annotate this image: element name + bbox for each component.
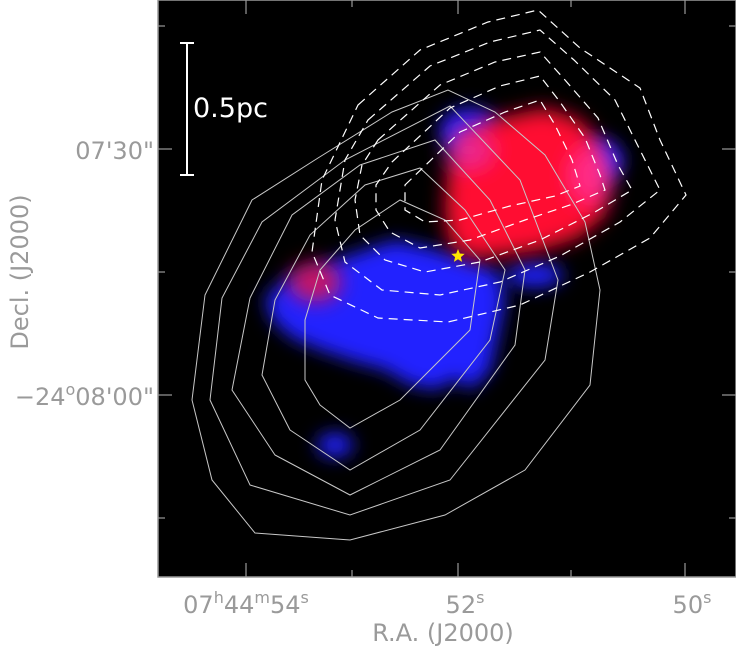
x-tick-label-2: 50s — [673, 588, 712, 619]
x-tick-label-2-part-1: s — [703, 588, 711, 607]
x-tick-label-0-part-0: 07 — [183, 591, 214, 619]
x-tick-label-2-part-0: 50 — [673, 591, 704, 619]
solid-contours — [191, 89, 601, 541]
y-tick-label-0: 07'30" — [75, 137, 154, 165]
x-tick-label-1-part-0: 52 — [446, 591, 477, 619]
y-tick-label-1-deg: −24 — [15, 383, 66, 411]
x-tick-label-0-part-3: m — [254, 588, 270, 607]
axis-ticks — [158, 0, 736, 577]
y-tick-label-1-rest: 08'00" — [75, 383, 154, 411]
x-tick-label-1: 52s — [446, 588, 485, 619]
plot-frame — [157, 0, 736, 578]
x-tick-label-0-part-5: s — [301, 588, 309, 607]
dashed-contours — [311, 9, 687, 323]
x-tick-label-0: 07h44m54s — [183, 588, 309, 619]
y-axis-label: Decl. (J2000) — [6, 194, 34, 349]
x-tick-label-0-part-2: 44 — [224, 591, 255, 619]
scale-bar-label: 0.5pc — [193, 93, 268, 124]
x-tick-label-1-part-1: s — [476, 588, 484, 607]
x-axis-label: R.A. (J2000) — [372, 619, 514, 647]
scale-bar — [180, 42, 194, 176]
x-tick-label-0-part-1: h — [214, 588, 224, 607]
star-icon — [451, 249, 465, 262]
y-tick-label-1-sup: o — [65, 380, 75, 399]
y-tick-label-1: −24o08'00" — [15, 380, 154, 411]
x-tick-label-0-part-4: 54 — [270, 591, 301, 619]
